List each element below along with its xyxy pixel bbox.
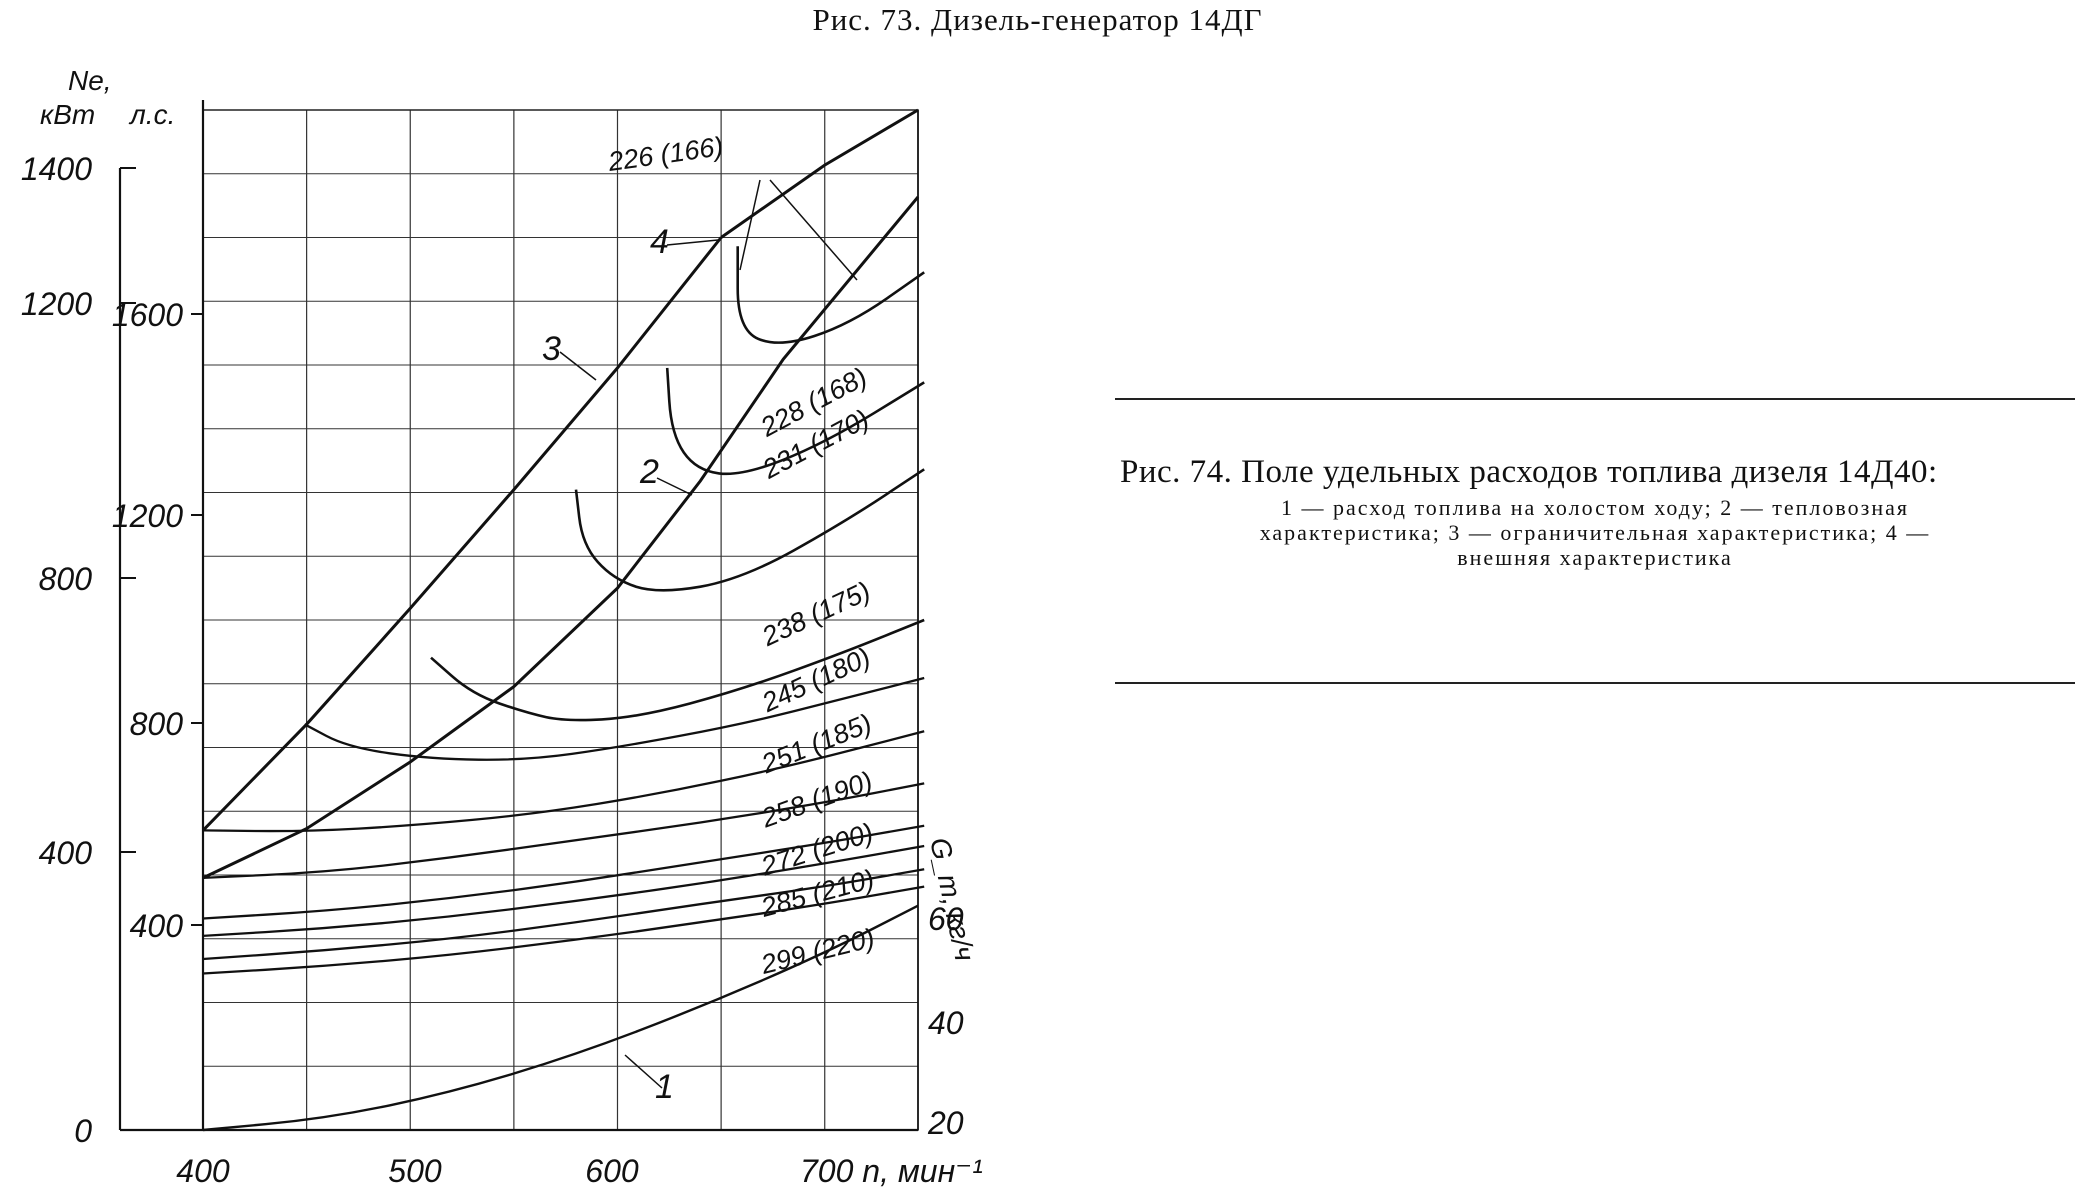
fuel-contour bbox=[665, 367, 925, 476]
hp-tick-label: 1200 bbox=[112, 498, 183, 534]
hp-axis-unit: л.с. bbox=[128, 99, 175, 130]
x-tick-label: 700 n, мин⁻¹ bbox=[800, 1153, 983, 1189]
kw-tick-label: 400 bbox=[39, 835, 93, 871]
contour-label: 299 (220) bbox=[757, 923, 877, 980]
leader-226a bbox=[739, 179, 761, 271]
series-label-4: 4 bbox=[650, 223, 669, 261]
contour-label: 238 (175) bbox=[757, 576, 875, 652]
caption-bottom-rule bbox=[1115, 682, 2075, 684]
hp-tick-label: 400 bbox=[130, 908, 184, 944]
kw-tick-label: 800 bbox=[39, 561, 93, 597]
contour-label: 226 (166) bbox=[605, 131, 725, 177]
kw-axis-title: Ne, bbox=[68, 65, 112, 96]
fuel-contours bbox=[202, 246, 925, 975]
kw-tick-label: 1200 bbox=[21, 286, 92, 322]
series-line-4 bbox=[720, 108, 919, 239]
fuel-tick-label: 60 bbox=[928, 901, 964, 937]
figure-title: Рис. 74. Поле удельных расходов топлива … bbox=[1120, 454, 1938, 490]
fuel-contour bbox=[202, 824, 925, 920]
kw-tick-label: 0 bbox=[74, 1113, 92, 1149]
fuel-contour bbox=[430, 618, 925, 722]
leader-3 bbox=[559, 351, 597, 381]
fuel-axis-label: G_т, кг/ч bbox=[924, 835, 980, 964]
fuel-contour bbox=[202, 782, 925, 880]
series-line-3 bbox=[201, 236, 723, 832]
legend-line: внешняя характеристика bbox=[1457, 545, 1733, 570]
fuel-contour bbox=[202, 844, 925, 938]
top-caption: Рис. 73. Дизель-генератор 14ДГ bbox=[812, 2, 1263, 37]
fuel-tick-label: 40 bbox=[928, 1005, 964, 1041]
x-tick-label: 500 bbox=[388, 1153, 442, 1189]
figure-legend: 1 — расход топлива на холостом ходу; 2 —… bbox=[1115, 495, 2075, 570]
characteristic-lines bbox=[201, 108, 920, 1132]
fuel-contour bbox=[202, 868, 925, 961]
fuel-contour bbox=[202, 730, 925, 833]
x-tick-label: 600 bbox=[585, 1153, 639, 1189]
leader-226b bbox=[769, 179, 858, 281]
fuel-contour bbox=[574, 468, 925, 592]
series-line-2 bbox=[202, 195, 920, 880]
series-line-1 bbox=[202, 904, 919, 1132]
fuel-contour bbox=[736, 246, 925, 344]
fuel-tick-label: 20 bbox=[927, 1105, 964, 1141]
fuel-contour bbox=[202, 885, 925, 975]
series-label-2: 2 bbox=[639, 453, 659, 491]
chart-grid bbox=[202, 109, 919, 1131]
caption-top-rule bbox=[1115, 398, 2075, 400]
series-label-1: 1 bbox=[655, 1068, 674, 1106]
fuel-contour bbox=[304, 676, 925, 761]
legend-line: характеристика; 3 — ограничительная хара… bbox=[1259, 520, 1931, 545]
legend-line: 1 — расход топлива на холостом ходу; 2 —… bbox=[1281, 495, 1909, 520]
chart-labels: 0 400 800 1200 1400 400 800 1200 1600 400 500 600 70… bbox=[21, 65, 983, 1189]
kw-tick-label: 1400 bbox=[21, 151, 92, 187]
leader-1 bbox=[624, 1054, 663, 1089]
figure-caption-block: Рис. 74. Поле удельных расходов топлива … bbox=[1115, 398, 2075, 684]
series-label-3: 3 bbox=[542, 330, 561, 368]
hp-tick-label: 800 bbox=[130, 706, 184, 742]
kw-axis-unit: кВт bbox=[40, 99, 95, 130]
leader-2 bbox=[656, 477, 693, 496]
x-tick-label: 400 bbox=[176, 1153, 230, 1189]
hp-tick-label: 1600 bbox=[112, 297, 183, 333]
chart: 0 400 800 1200 1400 400 800 1200 1600 400 500 600 70… bbox=[21, 65, 983, 1189]
leader-4 bbox=[666, 239, 719, 246]
